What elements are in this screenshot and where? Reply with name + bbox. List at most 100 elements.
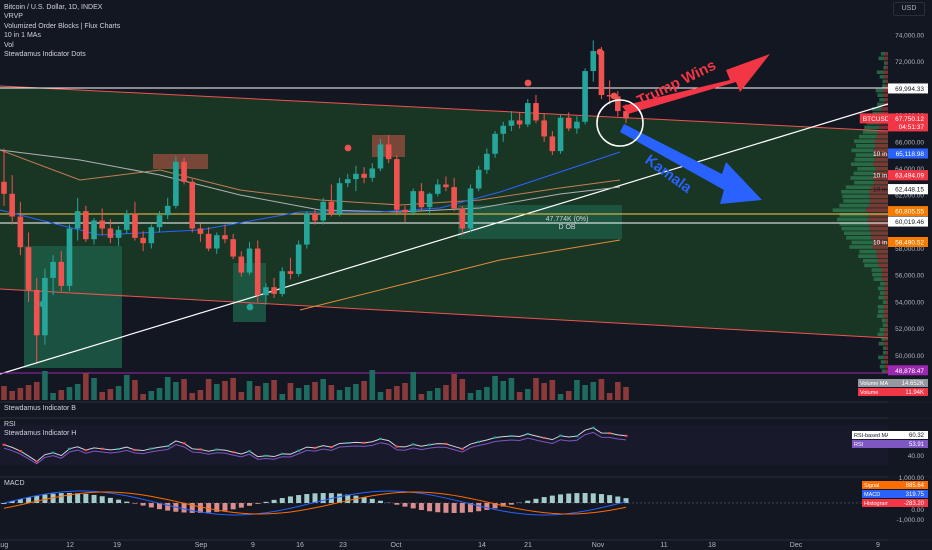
macd-histogram-bar <box>509 503 514 505</box>
indicator-h-mark <box>395 446 398 448</box>
time-tick-label: 11 <box>660 542 667 549</box>
candle-body <box>1 182 7 194</box>
price-label-value: 63,494.09 <box>895 173 924 180</box>
pane-label-rsi[interactable]: RSI <box>4 421 16 428</box>
candle-body <box>132 214 138 238</box>
volume-profile-up-bar <box>882 319 886 323</box>
legend-vol[interactable]: Vol <box>4 41 120 50</box>
candle-body <box>312 214 318 221</box>
macd-histogram-bar <box>288 496 293 503</box>
volume-profile-up-bar <box>872 273 881 277</box>
rsi-label-name: RSI <box>854 442 864 448</box>
price-tick-label: 54,000.00 <box>895 299 924 306</box>
volume-profile-down-bar <box>886 346 888 350</box>
candle-body <box>509 120 515 125</box>
volume-profile-up-bar <box>876 89 883 93</box>
macd-histogram-bar <box>116 500 121 503</box>
volume-profile-up-bar <box>880 282 885 286</box>
time-tick-label: 19 <box>113 542 121 549</box>
volume-label-name: Volume <box>860 390 878 396</box>
indicator-h-mark <box>232 451 235 453</box>
currency-button[interactable]: USD <box>893 2 925 16</box>
macd-histogram-bar <box>132 503 137 504</box>
indicator-h-mark <box>494 437 497 439</box>
indicator-dot <box>345 145 352 152</box>
price-label-value: 60,019.46 <box>895 219 924 226</box>
legend-mas[interactable]: 10 in 1 MAs <box>4 31 120 40</box>
volume-profile-up-bar <box>877 70 884 74</box>
volume-profile-down-bar <box>878 264 888 268</box>
candle-body <box>353 174 359 179</box>
macd-histogram-bar <box>141 503 146 506</box>
legend-symbol[interactable]: Bitcoin / U.S. Dollar, 1D, INDEX <box>4 3 120 12</box>
volume-profile-up-bar <box>883 300 886 304</box>
volume-bar <box>435 388 441 400</box>
volume-profile-up-bar <box>842 195 869 199</box>
volume-label-value: 11.94K <box>905 390 924 396</box>
indicator-h-mark <box>608 432 611 434</box>
indicator-h-mark <box>526 433 529 435</box>
indicator-h-mark <box>543 437 546 439</box>
indicator-h-mark <box>428 444 431 446</box>
volume-bar <box>369 370 375 400</box>
legend-indicator-dots[interactable]: Stewdamus Indicator Dots <box>4 50 120 59</box>
time-tick-label: 18 <box>708 542 716 549</box>
volume-profile-up-bar <box>858 254 876 258</box>
time-tick-label: Aug <box>0 542 8 549</box>
volume-profile-up-bar <box>882 369 886 373</box>
legend-vrvp[interactable]: VRVP <box>4 12 120 21</box>
macd-histogram-bar <box>533 499 538 503</box>
candle-body <box>517 120 523 124</box>
macd-histogram-bar <box>460 503 465 513</box>
time-tick-label: 21 <box>524 542 532 549</box>
volume-bar <box>517 392 523 400</box>
volume-bar <box>304 385 310 400</box>
candle-body <box>410 191 416 212</box>
candle-body <box>149 227 155 243</box>
pane-label-macd[interactable]: MACD <box>4 480 25 487</box>
volume-profile-up-bar <box>882 80 885 84</box>
candle-body <box>500 126 506 134</box>
macd-histogram-bar <box>378 501 383 503</box>
price-tick-label: 58,000.00 <box>895 246 924 253</box>
candle-body <box>214 235 220 248</box>
volume-profile-down-bar <box>885 75 888 79</box>
volume-bar <box>214 384 220 400</box>
candle-body <box>599 51 605 95</box>
volume-profile-up-bar <box>881 360 885 364</box>
volume-bar <box>124 375 130 400</box>
volume-profile-down-bar <box>876 135 888 139</box>
volume-profile-up-bar <box>883 346 886 350</box>
time-tick-label: Oct <box>391 542 402 549</box>
volume-bar <box>386 389 392 400</box>
volume-profile-up-bar <box>846 185 871 189</box>
indicator-dot <box>525 80 532 87</box>
volume-bar <box>484 387 490 400</box>
candle-body <box>394 159 400 210</box>
pane-label-indicator-h[interactable]: Stewdamus Indicator H <box>4 430 76 437</box>
volume-profile-down-bar <box>879 126 888 130</box>
indicator-h-mark <box>117 448 120 450</box>
volume-bar <box>206 379 212 400</box>
candle-body <box>165 206 171 215</box>
volume-profile-down-bar <box>874 139 888 143</box>
pane-label-indicator-b[interactable]: Stewdamus Indicator B <box>4 405 76 412</box>
indicator-h-mark <box>314 447 317 449</box>
volume-bar <box>247 381 253 400</box>
candle-body <box>369 168 375 177</box>
volume-bar <box>574 380 580 400</box>
legend-order-blocks[interactable]: Volumized Order Blocks | Flux Charts <box>4 22 120 31</box>
candle-body <box>124 214 130 230</box>
macd-histogram-bar <box>321 493 326 503</box>
volume-profile-down-bar <box>882 277 888 281</box>
volume-profile-up-bar <box>880 75 885 79</box>
volume-bar <box>173 382 179 400</box>
candle-body <box>239 257 245 273</box>
macd-histogram-bar <box>255 503 260 504</box>
volume-bar <box>157 388 163 400</box>
macd-histogram-bar <box>165 503 170 511</box>
candle-body <box>140 238 146 243</box>
volume-bar <box>108 389 114 400</box>
candle-body <box>67 229 73 286</box>
